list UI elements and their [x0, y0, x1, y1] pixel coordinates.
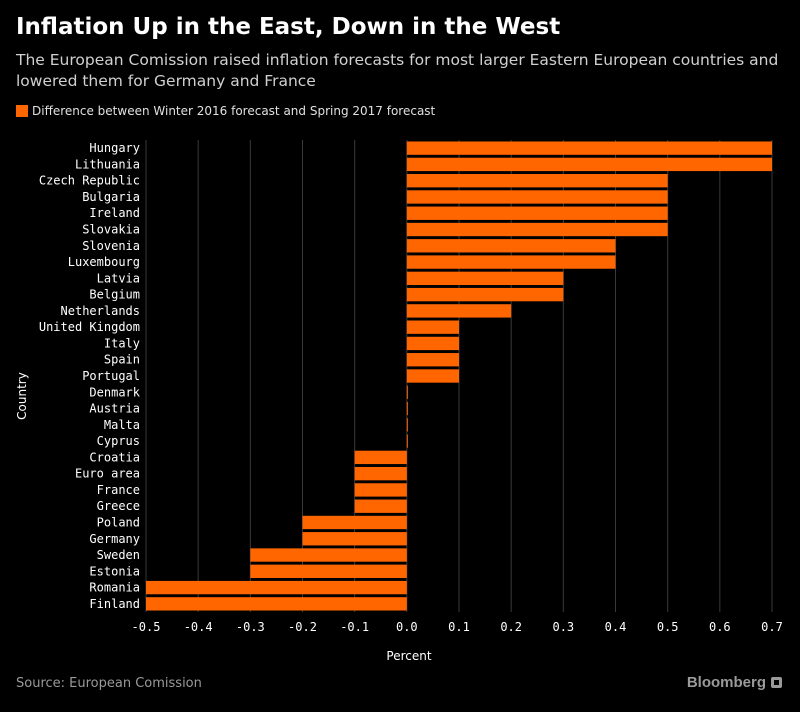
bar: [354, 499, 407, 513]
x-tick-label: 0.4: [605, 620, 627, 634]
bar: [406, 287, 564, 302]
x-tick-label: 0.3: [552, 620, 574, 634]
bar: [406, 271, 564, 286]
legend-swatch: [16, 105, 28, 117]
category-label: Italy: [104, 336, 140, 350]
chart-subtitle: The European Comission raised inflation …: [16, 51, 779, 90]
bar: [406, 336, 459, 351]
category-label: Portugal: [82, 369, 140, 383]
category-label: Bulgaria: [82, 190, 140, 204]
category-label: Lithuania: [75, 157, 140, 171]
legend: Difference between Winter 2016 forecast …: [16, 104, 435, 118]
bar: [406, 320, 459, 334]
bar: [406, 401, 408, 416]
category-label: Luxembourg: [68, 255, 140, 269]
bar: [146, 580, 407, 595]
bar: [406, 190, 668, 204]
category-label: Slovenia: [82, 239, 140, 253]
category-label: Ireland: [89, 206, 140, 220]
source-note: Source: European Comission: [16, 676, 202, 691]
category-label: Germany: [89, 532, 140, 546]
bar: [406, 141, 772, 155]
x-tick-label: -0.3: [236, 620, 265, 634]
legend-label: Difference between Winter 2016 forecast …: [32, 104, 436, 118]
brand-logo: Bloomberg: [687, 674, 782, 691]
category-label: Slovakia: [82, 223, 140, 237]
bar: [406, 222, 668, 237]
x-tick-label: 0.0: [396, 620, 418, 634]
category-label: Poland: [97, 515, 140, 529]
bar: [406, 239, 616, 253]
category-label: Latvia: [97, 271, 140, 285]
bar: [354, 450, 407, 465]
category-label: Malta: [104, 418, 140, 432]
category-label: Spain: [104, 353, 140, 367]
category-label: Belgium: [89, 288, 140, 302]
bar: [406, 157, 772, 172]
bar: [146, 597, 407, 611]
x-tick-label: 0.6: [709, 620, 731, 634]
x-tick-label: 0.5: [657, 620, 679, 634]
x-axis-label: Percent: [386, 649, 431, 663]
x-tick-label: 0.2: [500, 620, 522, 634]
x-tick-label: -0.4: [184, 620, 213, 634]
bar: [250, 548, 407, 562]
category-label: Austria: [89, 402, 140, 416]
category-label: Netherlands: [61, 304, 140, 318]
bar: [406, 434, 408, 448]
category-label: Greece: [97, 499, 140, 513]
bar: [406, 255, 616, 269]
category-label: France: [97, 483, 140, 497]
bar: [406, 385, 408, 399]
category-label: Euro area: [75, 467, 140, 481]
category-label: Sweden: [97, 548, 140, 562]
bar: [406, 369, 459, 383]
category-label: Denmark: [89, 385, 140, 399]
category-label: United Kingdom: [39, 320, 140, 334]
bar: [406, 174, 668, 188]
category-label: Hungary: [89, 141, 140, 155]
bar: [406, 206, 668, 220]
bar: [406, 418, 408, 432]
x-tick-label: 0.7: [761, 620, 783, 634]
category-label: Finland: [89, 597, 140, 611]
category-label: Czech Republic: [39, 174, 140, 188]
category-label: Estonia: [89, 564, 140, 578]
bar: [354, 466, 407, 481]
category-label: Cyprus: [97, 434, 140, 448]
chart-title: Inflation Up in the East, Down in the We…: [16, 14, 561, 40]
bar: [250, 564, 407, 578]
category-label: Croatia: [89, 450, 140, 464]
y-axis-label: Country: [15, 372, 29, 420]
x-tick-label: -0.2: [288, 620, 317, 634]
bar: [302, 515, 407, 530]
bar: [354, 483, 407, 497]
x-tick-label: -0.1: [340, 620, 369, 634]
x-tick-label: -0.5: [132, 620, 161, 634]
bar: [406, 353, 459, 367]
brand-name: Bloomberg: [686, 674, 766, 691]
bloomberg-icon: [771, 677, 782, 688]
category-label: Romania: [89, 581, 140, 595]
bar: [406, 304, 512, 318]
x-tick-label: 0.1: [448, 620, 470, 634]
bar: [302, 532, 407, 546]
